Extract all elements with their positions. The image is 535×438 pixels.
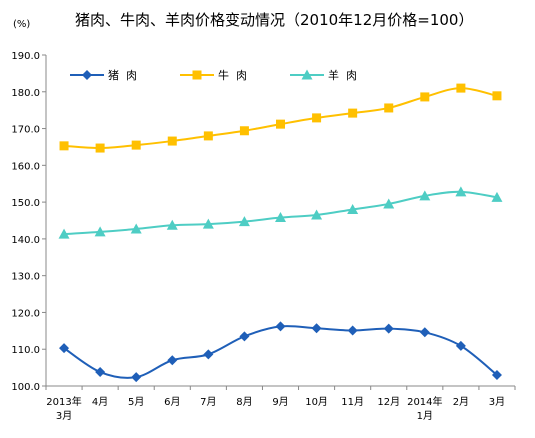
y-tick-label: 120.0 bbox=[11, 308, 40, 319]
data-point bbox=[419, 327, 430, 338]
x-tick-label: 8月 bbox=[236, 396, 252, 408]
x-tick-label: 1月 bbox=[417, 410, 433, 422]
legend-swatch-marker bbox=[301, 69, 313, 80]
data-point bbox=[58, 228, 70, 239]
data-point bbox=[276, 119, 285, 129]
data-point bbox=[347, 203, 359, 214]
data-point bbox=[383, 198, 395, 209]
x-tick-label: 10月 bbox=[305, 396, 328, 408]
data-point bbox=[347, 325, 358, 336]
data-point bbox=[491, 369, 502, 380]
data-point bbox=[491, 191, 503, 202]
data-point bbox=[167, 136, 177, 146]
series-square bbox=[59, 83, 502, 153]
x-tick-label: 9月 bbox=[272, 396, 288, 408]
x-tick-label: 2月 bbox=[453, 396, 469, 408]
x-tick-label: 12月 bbox=[377, 396, 400, 408]
x-tick-label: 2014年 bbox=[407, 395, 442, 408]
data-point bbox=[312, 113, 322, 123]
legend-swatch-marker bbox=[192, 70, 202, 80]
y-tick-label: 190.0 bbox=[11, 51, 40, 62]
legend-label: 牛 肉 bbox=[218, 68, 247, 82]
x-axis-ticks: 2013年 3月 4月 5月 6月 7月 8月 9月 10月 11月 12月 2014年 1月 2月 3月 bbox=[45, 386, 516, 422]
series-diamond bbox=[59, 321, 502, 383]
data-point bbox=[59, 343, 70, 354]
x-tick-label: 3月 bbox=[56, 410, 72, 422]
data-point bbox=[420, 92, 430, 102]
data-point bbox=[383, 323, 394, 334]
data-point bbox=[419, 190, 431, 201]
data-point bbox=[455, 340, 466, 351]
series-line bbox=[63, 325, 498, 379]
x-tick-label: 2013年 bbox=[46, 395, 81, 408]
data-point bbox=[203, 131, 213, 141]
legend-item: 猪 肉 bbox=[70, 69, 137, 82]
x-tick-label: 4月 bbox=[92, 396, 108, 408]
x-tick-label: 5月 bbox=[128, 396, 144, 408]
y-axis-unit: (%) bbox=[13, 19, 30, 30]
y-tick-label: 140.0 bbox=[11, 235, 40, 246]
series-triangle bbox=[58, 186, 503, 239]
data-point bbox=[456, 83, 466, 93]
legend-swatch-marker bbox=[82, 70, 92, 80]
legend-label: 羊 肉 bbox=[328, 68, 357, 82]
y-tick-label: 180.0 bbox=[11, 88, 40, 99]
data-point bbox=[131, 372, 142, 383]
data-point bbox=[311, 323, 322, 334]
data-point bbox=[203, 349, 214, 360]
axes bbox=[45, 55, 515, 387]
chart-title: 猪肉、牛肉、羊肉价格变动情况（2010年12月价格=100） bbox=[75, 11, 473, 29]
data-point bbox=[275, 212, 286, 223]
data-point bbox=[239, 126, 249, 136]
y-tick-label: 130.0 bbox=[11, 272, 40, 283]
data-point bbox=[166, 219, 178, 230]
data-point bbox=[202, 218, 214, 229]
data-point bbox=[167, 355, 178, 366]
x-tick-label: 6月 bbox=[164, 396, 180, 408]
data-point bbox=[95, 143, 105, 153]
data-point bbox=[311, 209, 323, 220]
data-point bbox=[384, 103, 394, 113]
y-tick-label: 100.0 bbox=[11, 382, 40, 393]
data-point bbox=[348, 108, 358, 118]
y-axis-ticks: 100.0 110.0 120.0 130.0 140.0 150.0 160.0 170.0… bbox=[11, 51, 46, 393]
data-point bbox=[59, 141, 69, 151]
y-tick-label: 150.0 bbox=[11, 198, 40, 209]
data-point bbox=[239, 331, 250, 342]
legend-label: 猪 肉 bbox=[108, 69, 137, 82]
legend-item: 牛 肉 bbox=[180, 68, 247, 82]
legend: 猪 肉牛 肉羊 肉 bbox=[70, 68, 357, 82]
x-tick-label: 3月 bbox=[489, 396, 505, 408]
data-point bbox=[95, 367, 106, 378]
data-point bbox=[275, 321, 286, 332]
data-point bbox=[131, 140, 141, 150]
y-tick-label: 160.0 bbox=[11, 161, 40, 172]
y-tick-label: 170.0 bbox=[11, 125, 40, 136]
data-point bbox=[455, 186, 467, 197]
x-tick-label: 11月 bbox=[341, 396, 364, 408]
data-point bbox=[130, 223, 142, 234]
data-point bbox=[492, 91, 502, 101]
legend-item: 羊 肉 bbox=[290, 68, 357, 82]
x-tick-label: 7月 bbox=[200, 396, 216, 408]
series-line bbox=[63, 87, 498, 150]
data-point bbox=[94, 226, 106, 237]
data-point bbox=[238, 216, 250, 227]
y-tick-label: 110.0 bbox=[11, 345, 40, 356]
series-layer bbox=[58, 83, 503, 383]
